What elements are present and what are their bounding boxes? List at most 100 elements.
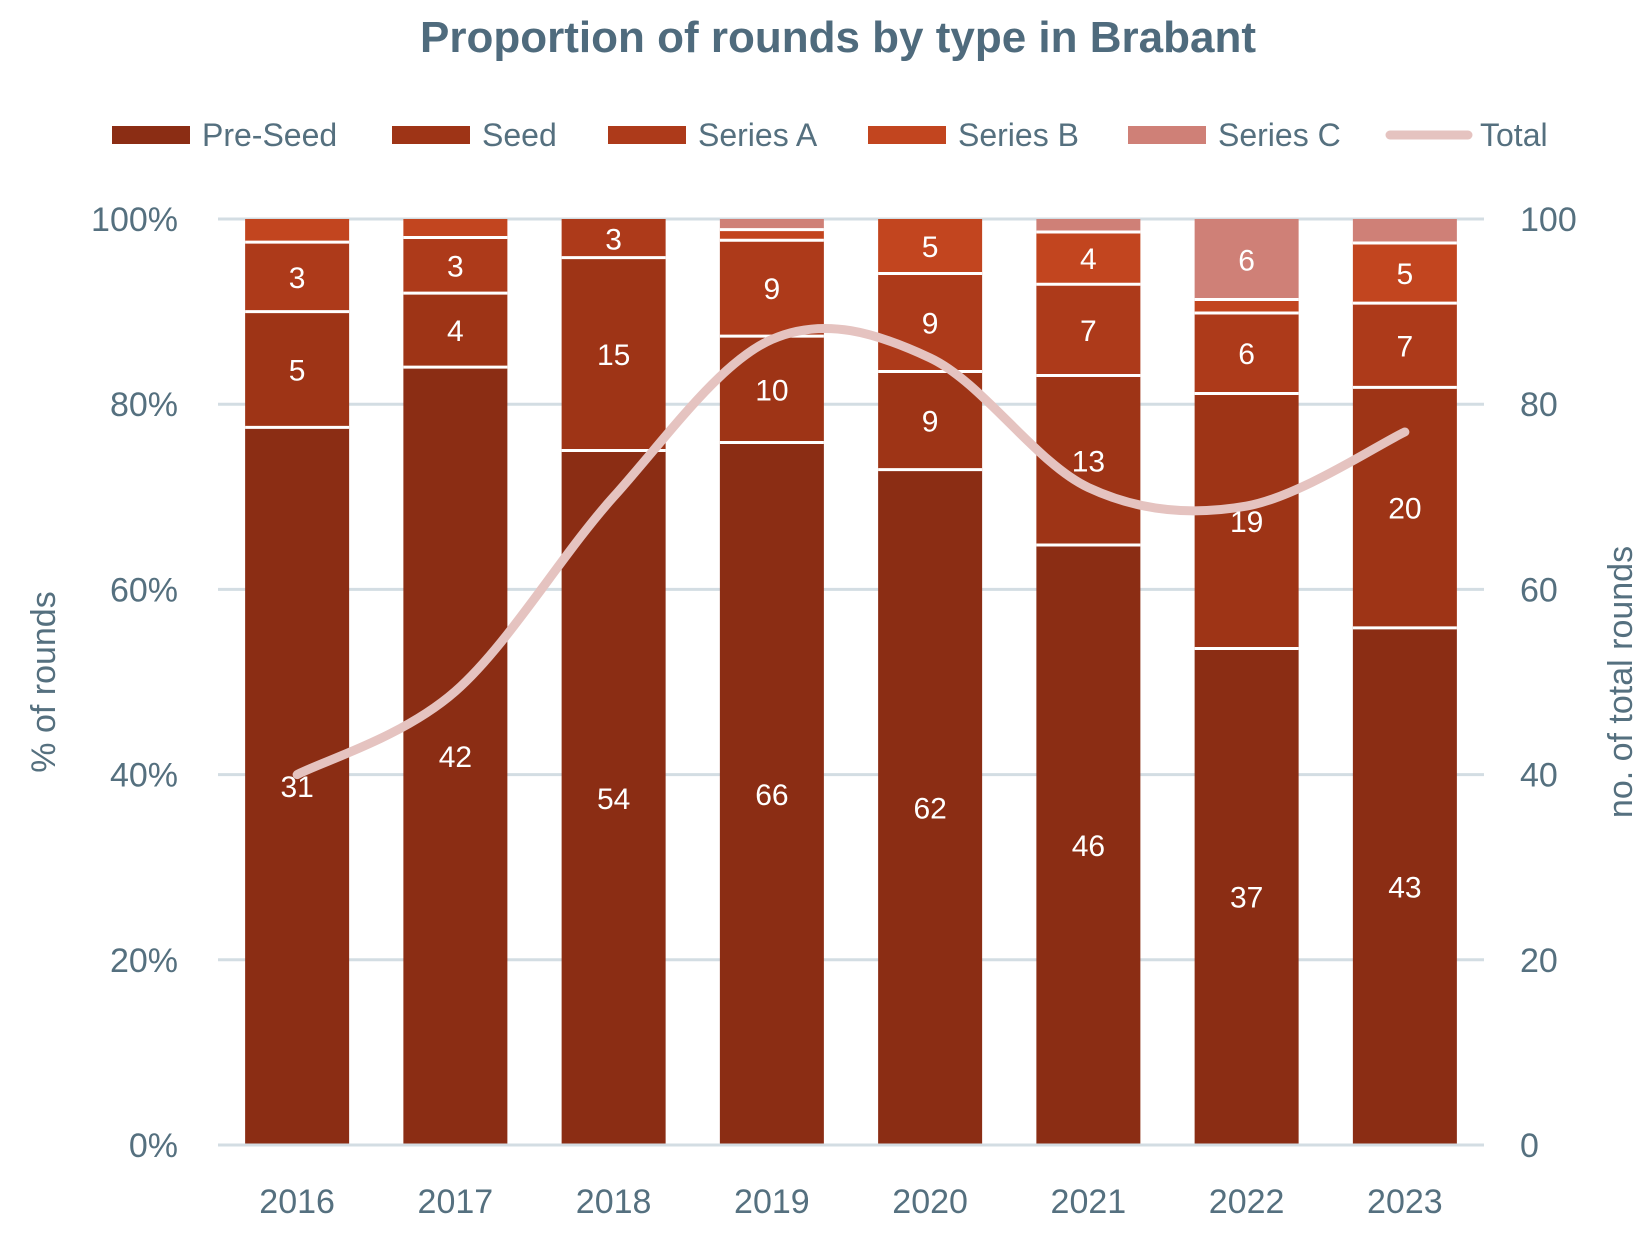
y-left-tick-label: 100% xyxy=(91,201,178,239)
bar-series-b-2016 xyxy=(245,219,350,243)
line-point-2017 xyxy=(454,690,456,692)
y-right-tick-label: 20 xyxy=(1520,942,1558,980)
x-axis: 2016 2017 2018 2019 2020 2021 2022 2023 xyxy=(218,1143,1484,1221)
bar-series-b-2017 xyxy=(403,219,508,238)
bar-series-a-2017 xyxy=(403,237,508,294)
legend-item-pre-seed: Pre-Seed xyxy=(112,117,337,153)
bar-series-a-2016 xyxy=(245,242,350,312)
bar-pre-seed-2023 xyxy=(1352,627,1457,1145)
legend-item-seed: Seed xyxy=(392,117,557,153)
y-right-tick-label: 0 xyxy=(1520,1127,1539,1165)
bar-pre-seed-2019 xyxy=(719,442,824,1146)
right-axis: 0 20 40 60 80 100 xyxy=(1520,201,1577,1165)
value-label-series-a-2022: 6 xyxy=(1238,338,1255,371)
value-label-pre-seed-2019: 66 xyxy=(755,779,788,812)
x-tick-label-2018: 2018 xyxy=(576,1183,652,1221)
bar-pre-seed-2016 xyxy=(245,427,350,1146)
bar-series-b-2019 xyxy=(719,229,824,241)
legend-swatch xyxy=(868,126,946,144)
bar-series-a-2018 xyxy=(561,219,666,258)
line-point-2022 xyxy=(1246,505,1248,507)
bar-series-c-2023 xyxy=(1352,219,1457,244)
y-axis-title-right: no. of total rounds xyxy=(1602,546,1640,818)
value-label-pre-seed-2023: 43 xyxy=(1388,871,1421,904)
value-label-seed-2023: 20 xyxy=(1388,493,1421,526)
bar-pre-seed-2018 xyxy=(561,450,666,1145)
legend-swatch xyxy=(112,126,190,144)
value-label-series-a-2021: 7 xyxy=(1080,315,1097,348)
y-right-tick-label: 100 xyxy=(1520,201,1577,239)
value-label-pre-seed-2022: 37 xyxy=(1230,882,1263,915)
bar-series-c-2021 xyxy=(1036,219,1141,233)
bar-seed-2017 xyxy=(403,293,508,368)
value-label-seed-2020: 9 xyxy=(922,406,939,439)
bar-series-c-2019 xyxy=(719,219,824,230)
bar-pre-seed-2020 xyxy=(878,469,983,1145)
x-tick-label-2019: 2019 xyxy=(734,1183,810,1221)
bar-series-b-2021 xyxy=(1036,232,1141,285)
value-labels: 3153424354153661096299546137437196643207… xyxy=(280,223,1421,914)
legend-label: Series B xyxy=(958,117,1079,153)
legend-item-series-c: Series C xyxy=(1128,117,1341,153)
bar-seed-2023 xyxy=(1352,387,1457,628)
left-axis: 0% 20% 40% 60% 80% 100% xyxy=(91,201,178,1165)
bar-pre-seed-2022 xyxy=(1194,648,1299,1145)
y-right-tick-label: 80 xyxy=(1520,386,1558,424)
y-left-tick-label: 40% xyxy=(110,757,178,795)
bars xyxy=(245,219,1457,1146)
x-tick-label-2023: 2023 xyxy=(1367,1183,1443,1221)
bar-seed-2016 xyxy=(245,311,350,428)
legend-swatch xyxy=(1128,126,1206,144)
bar-series-a-2019 xyxy=(719,240,824,337)
legend-label: Series C xyxy=(1218,117,1341,153)
legend-item-total: Total xyxy=(1385,117,1548,153)
value-label-series-a-2018: 3 xyxy=(605,223,622,256)
chart-title: Proportion of rounds by type in Brabant xyxy=(420,13,1256,62)
bar-seed-2022 xyxy=(1194,393,1299,649)
x-tick-label-2021: 2021 xyxy=(1051,1183,1127,1221)
value-label-pre-seed-2021: 46 xyxy=(1072,830,1105,863)
bar-series-b-2022 xyxy=(1194,299,1299,313)
line-point-2020 xyxy=(929,357,931,359)
bar-seed-2018 xyxy=(561,257,666,451)
bar-seed-2020 xyxy=(878,371,983,470)
bar-pre-seed-2021 xyxy=(1036,545,1141,1145)
y-right-tick-label: 40 xyxy=(1520,757,1558,795)
total-line-layer xyxy=(292,323,1410,780)
line-point-2016 xyxy=(296,774,298,776)
bar-series-a-2023 xyxy=(1352,303,1457,388)
bar-series-c-2022 xyxy=(1194,219,1299,300)
line-point-2018 xyxy=(613,496,615,498)
value-label-series-a-2020: 9 xyxy=(922,307,939,340)
legend-item-series-a: Series A xyxy=(608,117,818,153)
legend-swatch xyxy=(608,126,686,144)
value-label-pre-seed-2018: 54 xyxy=(597,783,630,816)
value-label-pre-seed-2020: 62 xyxy=(913,792,946,825)
x-tick-label-2022: 2022 xyxy=(1209,1183,1285,1221)
y-left-tick-label: 60% xyxy=(110,571,178,609)
value-label-seed-2016: 5 xyxy=(289,354,306,387)
bar-series-a-2021 xyxy=(1036,284,1141,376)
value-label-series-b-2023: 5 xyxy=(1397,258,1414,291)
y-left-tick-label: 0% xyxy=(129,1127,178,1165)
legend-swatch xyxy=(392,126,470,144)
line-point-2021 xyxy=(1087,487,1089,489)
y-left-tick-label: 80% xyxy=(110,386,178,424)
value-label-series-c-2022: 6 xyxy=(1238,244,1255,277)
bar-pre-seed-2017 xyxy=(403,367,508,1145)
value-label-series-b-2021: 4 xyxy=(1080,243,1097,276)
line-point-2023 xyxy=(1404,431,1406,433)
line-point-2019 xyxy=(771,338,773,340)
x-tick-label-2020: 2020 xyxy=(892,1183,968,1221)
legend-label: Total xyxy=(1480,117,1548,153)
bar-seed-2019 xyxy=(719,336,824,443)
x-tick-label-2016: 2016 xyxy=(259,1183,335,1221)
y-left-tick-label: 20% xyxy=(110,942,178,980)
value-label-series-b-2020: 5 xyxy=(922,231,939,264)
bar-series-b-2020 xyxy=(878,219,983,274)
bar-series-b-2023 xyxy=(1352,243,1457,304)
bar-series-a-2022 xyxy=(1194,312,1299,394)
value-label-seed-2022: 19 xyxy=(1230,506,1263,539)
value-label-series-a-2019: 9 xyxy=(764,273,781,306)
